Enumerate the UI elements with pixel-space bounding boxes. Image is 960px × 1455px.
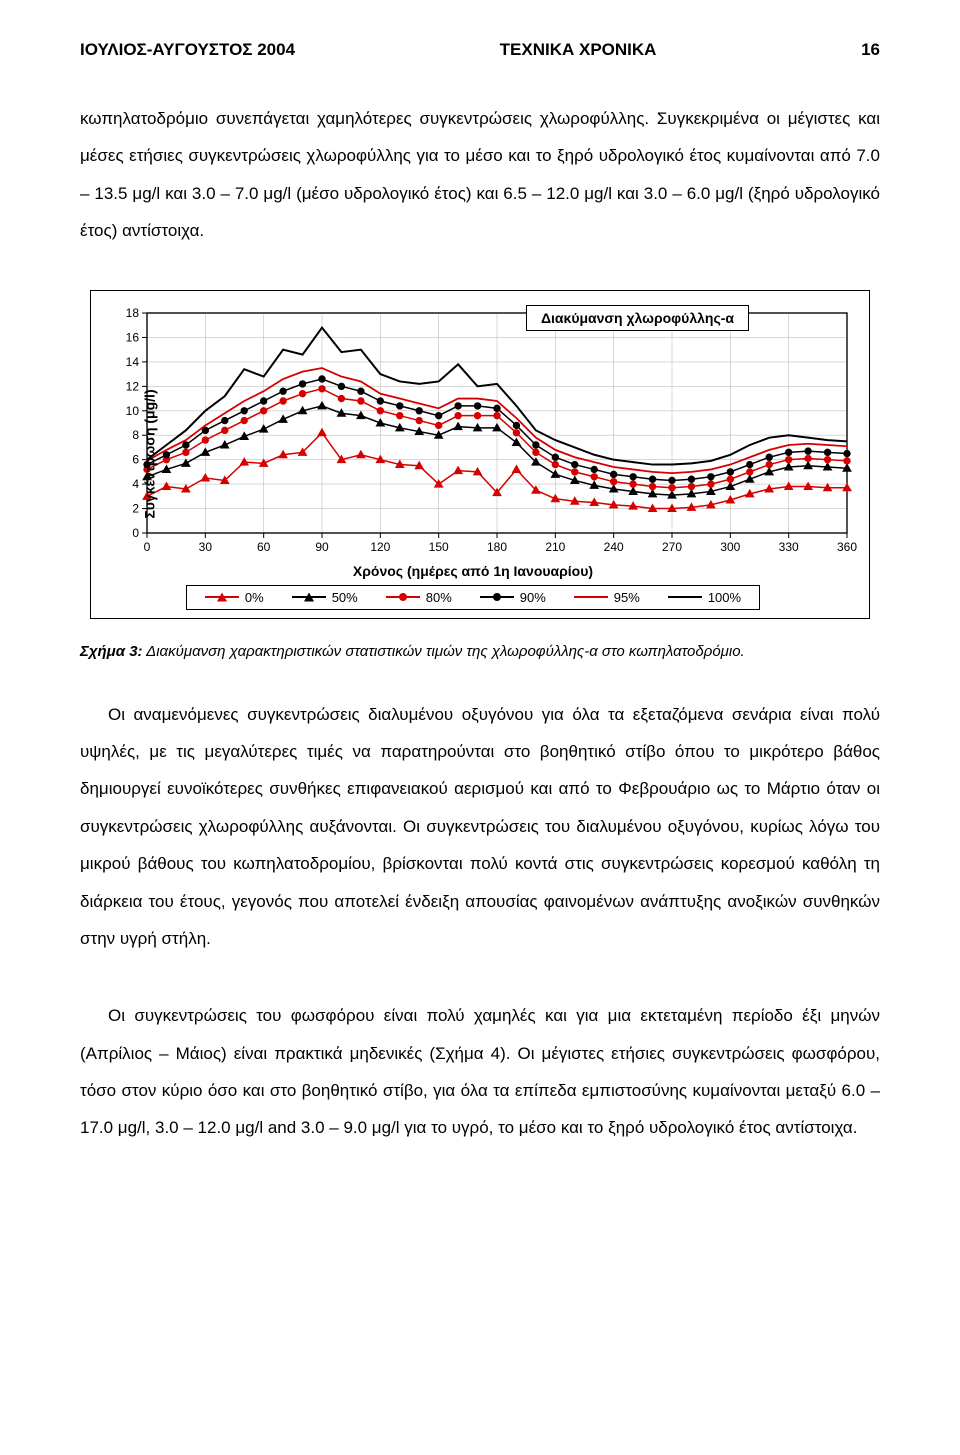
legend-label: 100% <box>708 590 741 605</box>
svg-text:30: 30 <box>199 540 213 554</box>
para3-text: Οι συγκεντρώσεις του φωσφόρου είναι πολύ… <box>80 997 880 1147</box>
svg-text:0: 0 <box>132 526 139 540</box>
legend-item-100%: 100% <box>668 590 741 605</box>
legend-item-95%: 95% <box>574 590 640 605</box>
figure-caption: Σχήμα 3: Διακύμανση χαρακτηριστικών στατ… <box>80 643 880 660</box>
svg-text:12: 12 <box>126 379 140 393</box>
svg-text:330: 330 <box>779 540 799 554</box>
page-header: ΙΟΥΛΙΟΣ-ΑΥΓΟΥΣΤΟΣ 2004 ΤΕΧΝΙΚΑ ΧΡΟΝΙΚΑ 1… <box>80 40 880 60</box>
paragraph-1: κωπηλατοδρόμιο συνεπάγεται χαμηλότερες σ… <box>80 100 880 250</box>
header-right: 16 <box>861 40 880 60</box>
svg-text:14: 14 <box>126 354 140 368</box>
svg-text:210: 210 <box>545 540 565 554</box>
legend-label: 95% <box>614 590 640 605</box>
chart-plot-area: 0 30 60 90 120 150 180 210 240 270 300 330 360 0 2 4 6 8 1… <box>95 303 857 561</box>
svg-text:300: 300 <box>720 540 740 554</box>
header-center: ΤΕΧΝΙΚΑ ΧΡΟΝΙΚΑ <box>500 40 657 60</box>
svg-text:0: 0 <box>144 540 151 554</box>
svg-text:360: 360 <box>837 540 857 554</box>
legend-item-50%: 50% <box>292 590 358 605</box>
legend-label: 80% <box>426 590 452 605</box>
svg-text:18: 18 <box>126 306 140 320</box>
svg-text:16: 16 <box>126 330 140 344</box>
x-axis-label: Χρόνος (ημέρες από 1η Ιανουαρίου) <box>95 563 851 579</box>
legend-item-0%: 0% <box>205 590 264 605</box>
svg-text:240: 240 <box>604 540 624 554</box>
caption-label: Σχήμα 3: <box>80 643 143 660</box>
svg-text:10: 10 <box>126 403 140 417</box>
header-left: ΙΟΥΛΙΟΣ-ΑΥΓΟΥΣΤΟΣ 2004 <box>80 40 295 60</box>
svg-text:8: 8 <box>132 428 139 442</box>
para1-text: κωπηλατοδρόμιο συνεπάγεται χαμηλότερες σ… <box>80 100 880 250</box>
paragraph-3: Οι συγκεντρώσεις του φωσφόρου είναι πολύ… <box>80 997 880 1147</box>
chlorophyll-chart: Διακύμανση χλωροφύλλης-α Συγκέντρωση (μg… <box>90 290 870 619</box>
svg-text:270: 270 <box>662 540 682 554</box>
para2-text: Οι αναμενόμενες συγκεντρώσεις διαλυμένου… <box>80 696 880 958</box>
svg-text:2: 2 <box>132 501 139 515</box>
legend-label: 90% <box>520 590 546 605</box>
legend-item-90%: 90% <box>480 590 546 605</box>
caption-text: Διακύμανση χαρακτηριστικών στατιστικών τ… <box>143 643 745 660</box>
svg-text:180: 180 <box>487 540 507 554</box>
page: ΙΟΥΛΙΟΣ-ΑΥΓΟΥΣΤΟΣ 2004 ΤΕΧΝΙΚΑ ΧΡΟΝΙΚΑ 1… <box>0 0 960 1207</box>
chart-title: Διακύμανση χλωροφύλλης-α <box>526 305 749 331</box>
legend-label: 50% <box>332 590 358 605</box>
svg-text:60: 60 <box>257 540 271 554</box>
svg-text:150: 150 <box>429 540 449 554</box>
legend-item-80%: 80% <box>386 590 452 605</box>
paragraph-2: Οι αναμενόμενες συγκεντρώσεις διαλυμένου… <box>80 696 880 958</box>
svg-text:4: 4 <box>132 477 139 491</box>
svg-text:6: 6 <box>132 452 139 466</box>
y-axis-label: Συγκέντρωση (μg/l) <box>142 389 158 518</box>
svg-text:90: 90 <box>315 540 329 554</box>
chart-legend: 0% 50% 80% 90% 95% 100% <box>186 585 760 610</box>
svg-text:120: 120 <box>370 540 390 554</box>
legend-label: 0% <box>245 590 264 605</box>
